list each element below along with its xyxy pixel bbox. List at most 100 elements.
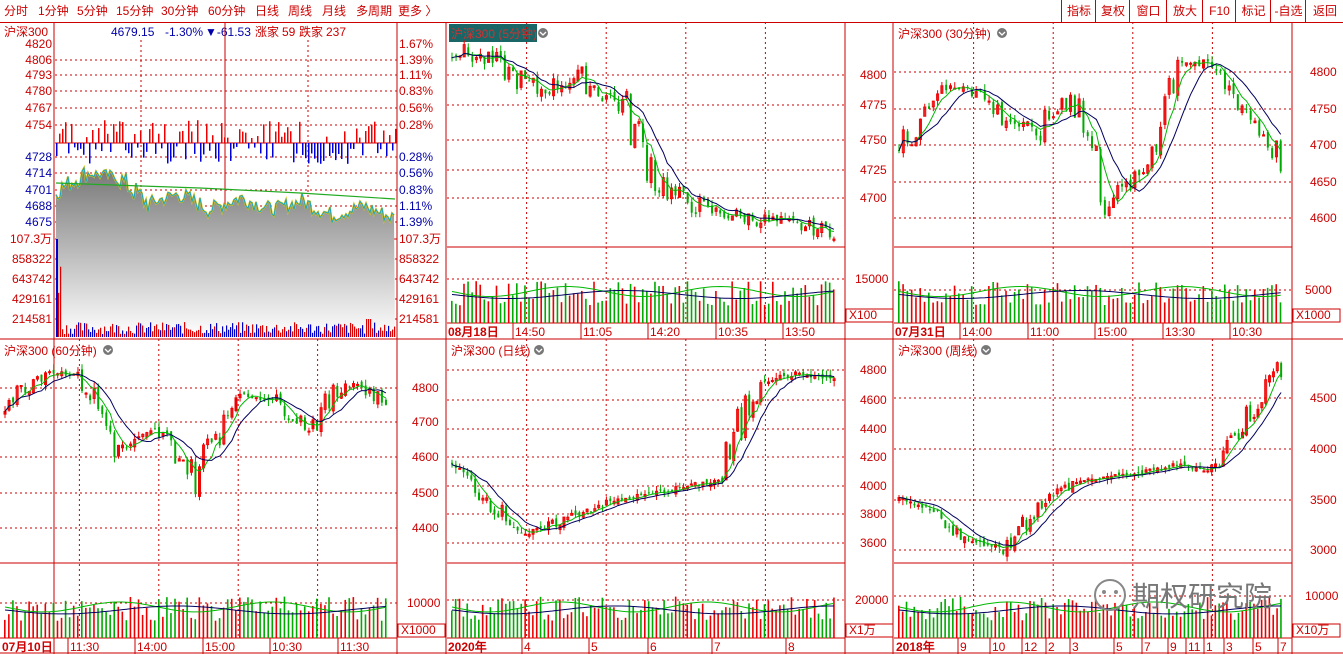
volume-unit-box bbox=[845, 623, 894, 638]
period-tab-7[interactable]: 周线 bbox=[288, 4, 313, 18]
period-tab-0[interactable]: 分时 bbox=[4, 4, 29, 18]
breadth-up-bar bbox=[113, 124, 115, 143]
candle-body bbox=[474, 478, 477, 493]
volume-bar bbox=[109, 614, 111, 638]
toolbar-action-4[interactable]: F10 bbox=[1202, 0, 1236, 22]
intraday-volume-bar bbox=[284, 326, 286, 337]
intraday-volume-bar bbox=[340, 324, 342, 337]
volume-bar bbox=[1067, 599, 1070, 638]
breadth-up-bar bbox=[158, 133, 160, 143]
volume-bar bbox=[1256, 608, 1259, 638]
period-tab-4[interactable]: 30分钟 bbox=[161, 4, 199, 18]
volume-bar bbox=[621, 288, 624, 323]
period-tab-2[interactable]: 5分钟 bbox=[77, 4, 108, 18]
period-tab-10[interactable]: 更多 〉 bbox=[398, 4, 438, 18]
intraday-volume-bar bbox=[280, 332, 282, 337]
volume-bar bbox=[462, 616, 465, 638]
volume-bar bbox=[1112, 298, 1115, 323]
toolbar-action-6[interactable]: -自选 bbox=[1270, 0, 1306, 22]
toolbar-action-7[interactable]: 返回 bbox=[1305, 0, 1343, 22]
intraday-volume-bar bbox=[206, 330, 208, 337]
volume-bar bbox=[609, 288, 612, 323]
candle-body bbox=[1056, 111, 1060, 115]
volume-bar bbox=[137, 599, 140, 638]
candle-body bbox=[1171, 463, 1175, 467]
intraday-volume-bar bbox=[274, 327, 276, 337]
intraday-volume-bar bbox=[168, 324, 170, 337]
toolbar-action-3[interactable]: 放大 bbox=[1166, 0, 1203, 22]
breadth-up-bar bbox=[356, 128, 358, 143]
intraday-upper-right-tick: 0.28% bbox=[399, 118, 433, 132]
x-axis-label: 10:30 bbox=[272, 640, 302, 654]
toolbar-action-2[interactable]: 窗口 bbox=[1129, 0, 1167, 22]
volume-bar bbox=[1198, 294, 1200, 323]
volume-bar bbox=[1152, 613, 1155, 638]
breadth-down-bar bbox=[176, 143, 178, 147]
volume-bar bbox=[64, 600, 67, 638]
volume-bar bbox=[940, 601, 943, 638]
toolbar-action-0[interactable]: 指标 bbox=[1061, 0, 1096, 22]
intraday-volume-bar bbox=[148, 327, 150, 337]
dropdown-icon[interactable] bbox=[538, 28, 548, 38]
period-tab-1[interactable]: 1分钟 bbox=[38, 4, 69, 18]
candle-body bbox=[802, 372, 805, 376]
candle-body bbox=[588, 85, 592, 97]
candle-body bbox=[552, 78, 556, 97]
volume-bar bbox=[767, 303, 770, 323]
intraday-volume-bar bbox=[142, 325, 144, 337]
x-axis-label: 2020年 bbox=[448, 639, 487, 654]
candle-body bbox=[194, 461, 197, 495]
candle-body bbox=[716, 479, 720, 482]
intraday-volume-bar bbox=[118, 326, 120, 337]
intraday-volume-bar bbox=[176, 324, 178, 337]
volume-bar bbox=[1168, 298, 1170, 323]
dropdown-icon[interactable] bbox=[997, 28, 1007, 38]
dropdown-icon[interactable] bbox=[981, 345, 991, 355]
breadth-down-bar bbox=[218, 143, 220, 162]
intraday-volume-bar bbox=[196, 330, 198, 337]
candle-body bbox=[1249, 405, 1252, 422]
toolbar-action-1[interactable]: 复权 bbox=[1095, 0, 1130, 22]
volume-bar bbox=[617, 282, 620, 323]
period-tab-9[interactable]: 多周期 bbox=[356, 4, 393, 18]
candle-body bbox=[963, 536, 967, 544]
candle-body bbox=[585, 65, 588, 95]
breadth-up-bar bbox=[239, 129, 241, 143]
dropdown-icon[interactable] bbox=[534, 345, 544, 355]
candle-body bbox=[105, 412, 108, 426]
dropdown-icon[interactable] bbox=[103, 345, 113, 355]
toolbar-action-5[interactable]: 标记 bbox=[1235, 0, 1271, 22]
x-axis-label: 11:30 bbox=[340, 640, 369, 654]
volume-bar bbox=[601, 300, 603, 323]
volume-bar bbox=[1133, 294, 1136, 323]
candle-body bbox=[1113, 474, 1117, 477]
x-axis-label: 11:05 bbox=[583, 325, 612, 339]
breadth-down-bar bbox=[353, 143, 355, 150]
candle-body bbox=[763, 380, 766, 382]
volume-bar bbox=[1229, 613, 1232, 638]
candle-body bbox=[832, 238, 836, 241]
intraday-volume-bar bbox=[332, 326, 334, 337]
candle-body bbox=[1229, 435, 1233, 439]
intraday-volume-bar bbox=[230, 327, 232, 337]
volume-bar bbox=[1002, 616, 1004, 638]
intraday-volume-bar bbox=[324, 327, 326, 337]
breadth-up-bar bbox=[71, 123, 73, 143]
volume-bar bbox=[932, 617, 935, 638]
volume-bar bbox=[949, 296, 952, 323]
volume-bar bbox=[740, 611, 743, 638]
candle-body bbox=[1063, 484, 1067, 488]
breadth-up-bar bbox=[278, 122, 280, 143]
volume-bar bbox=[767, 600, 770, 638]
candle-body bbox=[570, 512, 574, 516]
volume-bar bbox=[1272, 614, 1275, 638]
intraday-volume-bar bbox=[342, 327, 344, 337]
breadth-up-bar bbox=[290, 131, 292, 143]
period-tab-3[interactable]: 15分钟 bbox=[116, 4, 154, 18]
period-tab-6[interactable]: 日线 bbox=[255, 4, 280, 18]
volume-bar bbox=[471, 292, 473, 323]
volume-bar bbox=[1142, 303, 1145, 323]
period-tab-5[interactable]: 60分钟 bbox=[208, 4, 246, 18]
volume-bar bbox=[1228, 290, 1230, 323]
period-tab-8[interactable]: 月线 bbox=[322, 4, 347, 18]
